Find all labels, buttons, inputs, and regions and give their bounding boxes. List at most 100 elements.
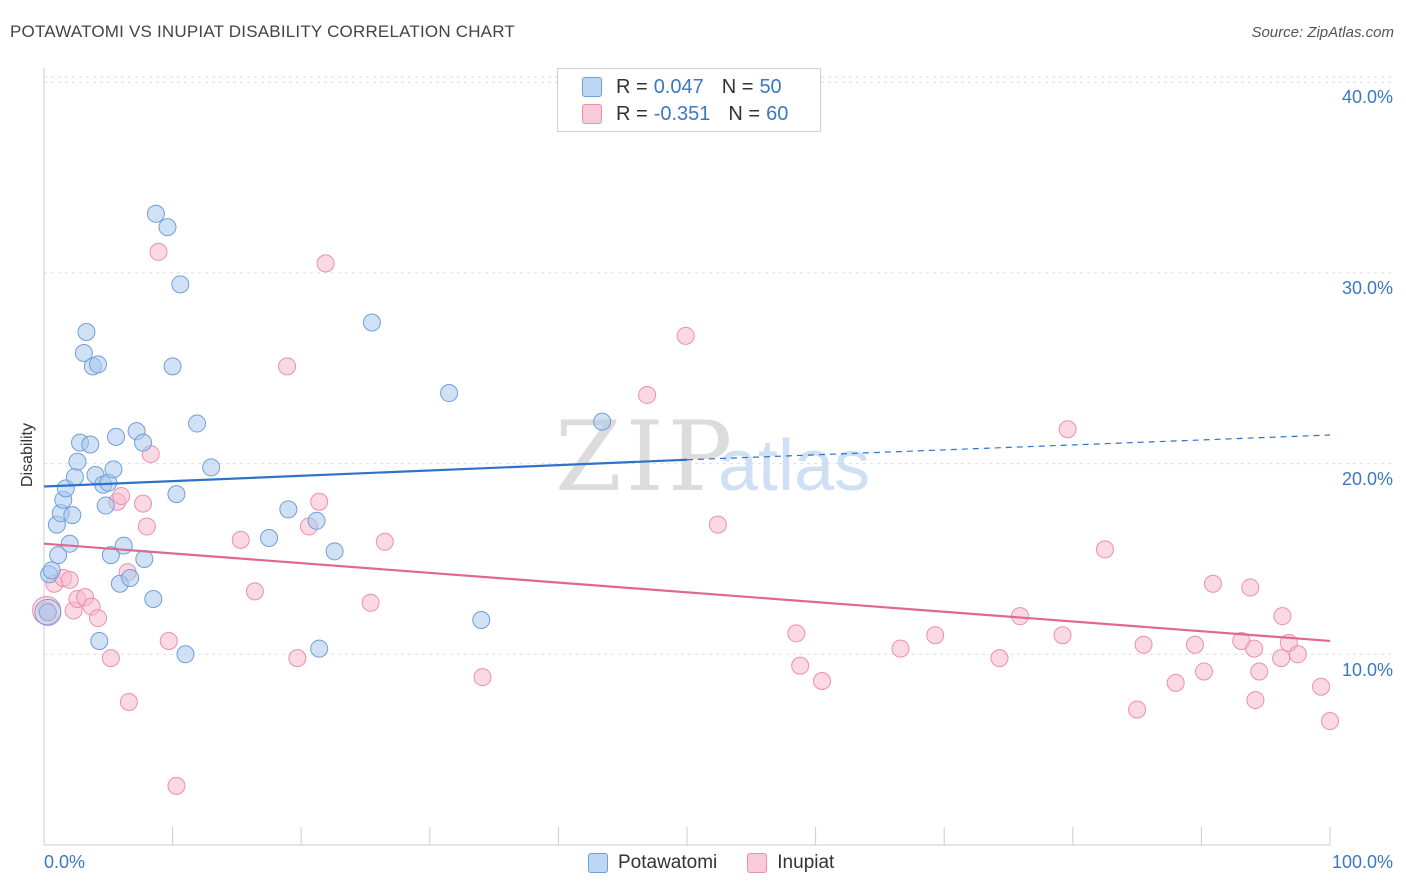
trend-lines — [43, 434, 1331, 643]
inupiat-point — [137, 517, 156, 536]
inupiat-point — [119, 692, 138, 711]
x-tick-label-min: 0.0% — [44, 852, 86, 872]
inupiat-point — [1203, 574, 1222, 593]
inupiat-point — [278, 357, 297, 376]
inupiat-point — [89, 609, 108, 628]
potawatomi-point — [279, 500, 298, 519]
potawatomi-point — [38, 603, 57, 622]
x-tick-label-max: 100.0% — [1331, 852, 1393, 872]
inupiat-point — [891, 639, 910, 658]
inupiat-point — [787, 624, 806, 643]
potawatomi-point — [158, 218, 177, 237]
inupiat-point — [316, 254, 335, 273]
n-value-potawatomi: 50 — [759, 75, 782, 98]
inupiat-point — [134, 494, 153, 513]
inupiat-point — [708, 515, 727, 534]
legend-item-inupiat[interactable]: Inupiat — [747, 852, 834, 874]
potawatomi-point — [171, 275, 190, 294]
potawatomi-swatch — [582, 77, 602, 97]
inupiat-swatch — [582, 104, 602, 124]
potawatomi-swatch — [588, 853, 608, 873]
potawatomi-point — [89, 355, 108, 374]
inupiat-points — [32, 242, 1339, 795]
n-label: N = — [728, 102, 761, 125]
potawatomi-point — [146, 204, 165, 223]
legend-row-potawatomi: R = 0.047 N = 50 — [582, 75, 782, 99]
inupiat-point — [990, 649, 1009, 668]
potawatomi-point — [42, 561, 61, 580]
legend-label-inupiat: Inupiat — [777, 852, 835, 873]
potawatomi-point — [77, 323, 96, 342]
potawatomi-point — [362, 313, 381, 332]
potawatomi-points — [34, 204, 612, 664]
legend-item-potawatomi[interactable]: Potawatomi — [588, 852, 717, 874]
potawatomi-point — [310, 639, 329, 658]
gridlines — [44, 76, 1392, 655]
potawatomi-point — [144, 589, 163, 608]
potawatomi-point — [472, 610, 491, 629]
inupiat-point — [167, 776, 186, 795]
stats-legend: R = 0.047 N = 50 R = -0.351 N = 60 — [557, 68, 821, 132]
potawatomi-point — [325, 542, 344, 561]
inupiat-point — [1166, 673, 1185, 692]
potawatomi-point — [107, 427, 126, 446]
inupiat-point — [1288, 645, 1307, 664]
potawatomi-point — [60, 534, 79, 553]
inupiat-point — [1250, 662, 1269, 681]
potawatomi-point — [49, 546, 68, 565]
inupiat-point — [676, 326, 695, 345]
r-label: R = — [616, 102, 648, 125]
potawatomi-trend-extension — [686, 434, 1331, 461]
inupiat-point — [1245, 639, 1264, 658]
inupiat-point — [149, 242, 168, 261]
potawatomi-point — [202, 458, 221, 477]
legend-row-inupiat: R = -0.351 N = 60 — [582, 102, 788, 126]
potawatomi-point — [65, 467, 84, 486]
inupiat-point — [245, 582, 264, 601]
potawatomi-point — [96, 496, 115, 515]
n-value-inupiat: 60 — [766, 102, 789, 125]
inupiat-point — [1311, 677, 1330, 696]
potawatomi-point — [114, 536, 133, 555]
chart-title: POTAWATOMI VS INUPIAT DISABILITY CORRELA… — [10, 22, 515, 41]
potawatomi-point — [260, 528, 279, 547]
inupiat-point — [1058, 420, 1077, 439]
potawatomi-point — [167, 485, 186, 504]
r-value-potawatomi: 0.047 — [653, 75, 704, 98]
potawatomi-point — [593, 412, 612, 431]
potawatomi-point — [188, 414, 207, 433]
inupiat-point — [101, 649, 120, 668]
inupiat-point — [1095, 540, 1114, 559]
inupiat-point — [813, 671, 832, 690]
potawatomi-trend-line — [43, 458, 688, 488]
potawatomi-point — [134, 433, 153, 452]
n-label: N = — [721, 75, 754, 98]
inupiat-trend-line — [43, 542, 1331, 643]
potawatomi-point — [440, 384, 459, 403]
inupiat-point — [926, 626, 945, 645]
inupiat-swatch — [747, 853, 768, 873]
inupiat-point — [1246, 691, 1265, 710]
inupiat-point — [1194, 662, 1213, 681]
inupiat-point — [361, 593, 380, 612]
inupiat-point — [375, 532, 394, 551]
potawatomi-point — [121, 569, 140, 588]
r-label: R = — [616, 75, 648, 98]
potawatomi-point — [90, 631, 109, 650]
inupiat-point — [638, 385, 657, 404]
watermark-zip: ZIP — [555, 401, 736, 513]
watermark-atlas: atlas — [718, 426, 870, 506]
inupiat-point — [231, 530, 250, 549]
potawatomi-point-cluster — [34, 598, 62, 626]
inupiat-point — [159, 631, 178, 650]
y-tick-label: 30.0% — [1341, 278, 1393, 298]
potawatomi-point — [74, 343, 93, 362]
series-legend: Potawatomi Inupiat — [588, 852, 864, 874]
potawatomi-point — [68, 452, 87, 471]
inupiat-point — [60, 570, 79, 589]
axes — [43, 68, 1331, 846]
potawatomi-point — [135, 549, 154, 568]
legend-label-potawatomi: Potawatomi — [618, 852, 718, 873]
potawatomi-point — [163, 357, 182, 376]
